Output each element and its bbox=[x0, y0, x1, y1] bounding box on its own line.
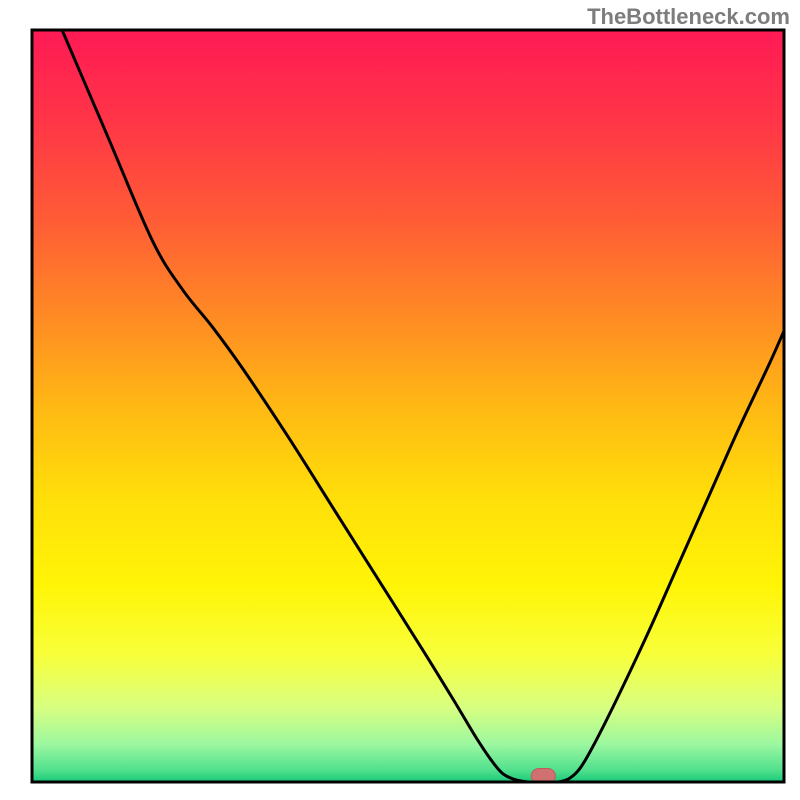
chart-container: TheBottleneck.com bbox=[0, 0, 800, 800]
bottleneck-chart bbox=[0, 0, 800, 800]
plot-background bbox=[32, 30, 784, 782]
watermark-label: TheBottleneck.com bbox=[587, 4, 790, 30]
